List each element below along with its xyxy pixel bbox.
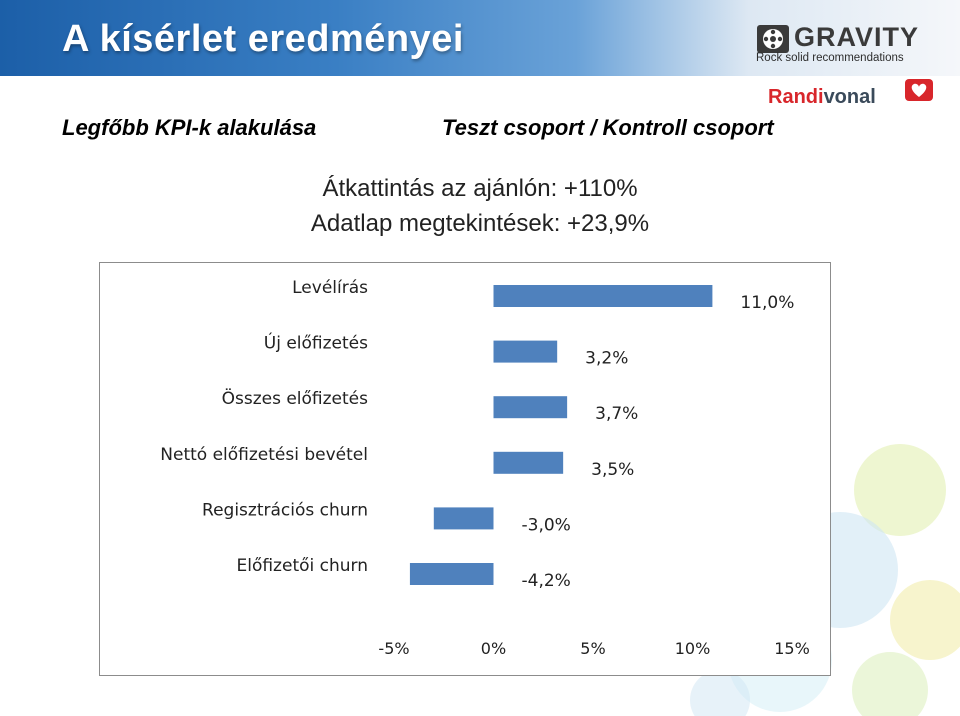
value-label: -4,2%: [522, 571, 571, 591]
randivonal-logo: Randivonal: [768, 86, 876, 109]
bar-4: [433, 507, 494, 530]
value-label: 3,7%: [595, 404, 638, 424]
slide-title: A kísérlet eredményei: [62, 18, 464, 60]
logo-wordmark: GRAVITY: [794, 22, 920, 52]
brand-part2: vonal: [823, 86, 876, 108]
kpi-heading: Legfőbb KPI-k alakulása: [62, 115, 317, 140]
category-label: Összes előfizetés: [222, 387, 369, 409]
stat-clickthrough: Átkattintás az ajánlón: +110%: [322, 175, 638, 202]
value-label: 3,2%: [585, 349, 628, 369]
x-tick-label: -5%: [378, 639, 409, 658]
brand-part1: Randi: [768, 86, 824, 108]
chart-frame: Levélírás 11,0% Új előfizetés 3,2% Összes el…: [99, 262, 831, 676]
category-label: Új előfizetés: [264, 332, 368, 354]
bar-3: [493, 451, 564, 474]
category-label: Nettó előfizetési bevétel: [160, 445, 368, 465]
category-label: Levélírás: [292, 278, 368, 298]
logo-tagline: Rock solid recommendations: [756, 52, 904, 64]
bar-5: [409, 563, 494, 585]
x-tick-label: 0%: [481, 639, 506, 658]
film-reel-icon: [757, 25, 789, 53]
kpi-bar-chart: Levélírás 11,0% Új előfizetés 3,2% Összes el…: [160, 278, 810, 658]
x-tick-label: 15%: [774, 639, 810, 658]
header-banner: [0, 0, 960, 76]
x-tick-label: 10%: [675, 639, 711, 658]
group-heading: Teszt csoport / Kontroll csoport: [442, 115, 774, 140]
value-label: -3,0%: [522, 515, 571, 535]
stat-profile-views: Adatlap megtekintések: +23,9%: [310, 210, 650, 237]
value-label: 11,0%: [740, 293, 794, 313]
x-tick-label: 5%: [580, 639, 605, 658]
category-label: Regisztrációs churn: [202, 500, 368, 520]
heart-icon: [905, 79, 933, 101]
bar-0: [493, 285, 713, 307]
value-label: 3,5%: [591, 460, 634, 480]
gravity-logo: GRAVITY Rock solid recommendations: [756, 22, 936, 68]
category-label: Előfizetői churn: [236, 556, 368, 576]
bar-2: [493, 396, 568, 419]
bar-1: [493, 340, 558, 363]
